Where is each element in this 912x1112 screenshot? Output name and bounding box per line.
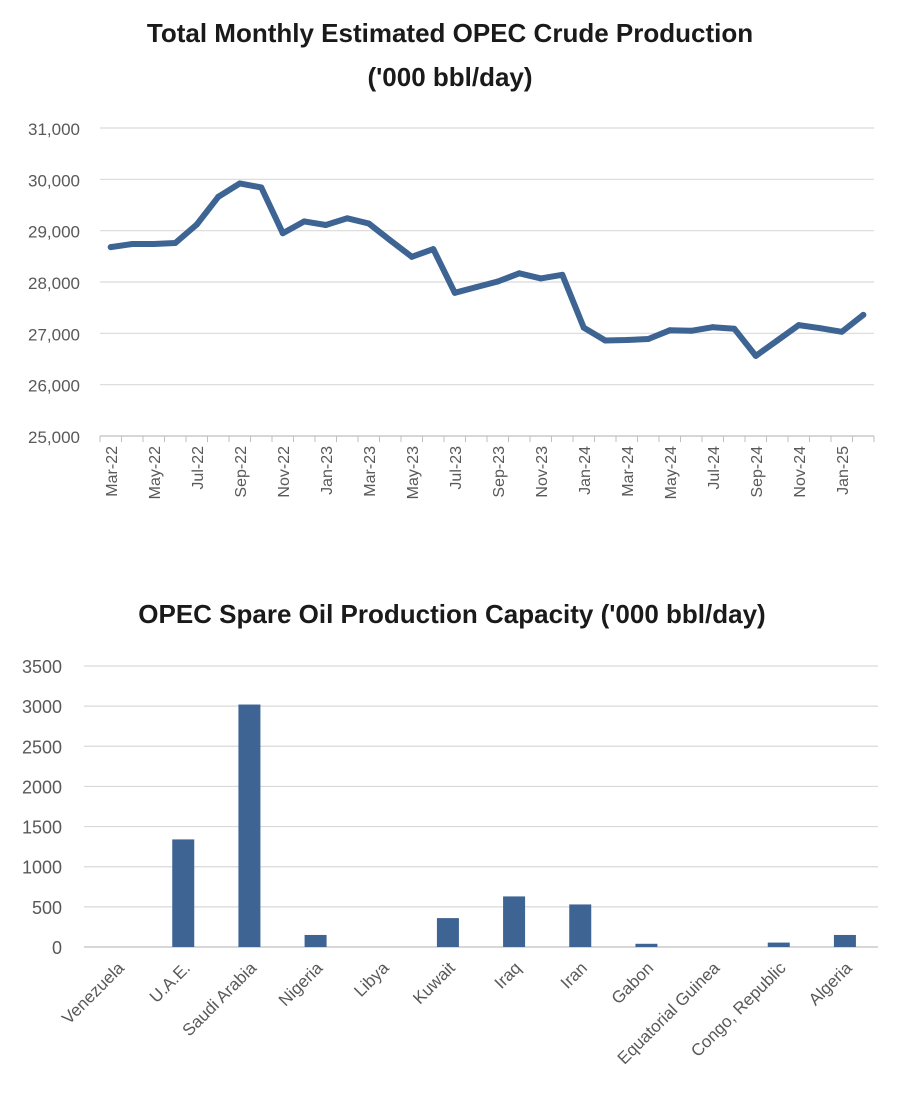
y-tick-label: 26,000 — [28, 377, 80, 396]
y-tick-label: 29,000 — [28, 223, 80, 242]
bar — [238, 704, 261, 947]
bar — [833, 934, 856, 947]
bar — [172, 839, 195, 947]
data-point — [537, 275, 544, 282]
chart2-title: OPEC Spare Oil Production Capacity ('000… — [138, 599, 765, 629]
x-tick-label: May-22 — [147, 446, 164, 499]
y-tick-label: 27,000 — [28, 325, 80, 344]
chart1-subtitle: ('000 bbl/day) — [367, 62, 532, 92]
bar — [503, 896, 526, 947]
data-point — [623, 337, 630, 344]
x-tick-label: Nov-24 — [792, 446, 809, 498]
x-tick-label: Sep-24 — [749, 446, 766, 498]
x-category-label: Gabon — [608, 958, 658, 1008]
y-tick-label: 31,000 — [28, 120, 80, 139]
x-tick-label: May-23 — [405, 446, 422, 499]
x-category-label: U.A.E. — [146, 958, 194, 1006]
x-tick-label: Jan-24 — [577, 446, 594, 495]
x-tick-label: Jan-23 — [319, 446, 336, 495]
bar — [304, 934, 327, 947]
x-tick-label: Mar-24 — [620, 446, 637, 497]
data-point — [580, 324, 587, 331]
x-category-label: Algeria — [805, 958, 856, 1009]
data-point — [150, 241, 157, 248]
data-point — [107, 244, 114, 251]
y-tick-label: 2500 — [22, 737, 62, 757]
data-point — [731, 325, 738, 332]
x-tick-label: May-24 — [663, 446, 680, 499]
data-point — [215, 193, 222, 200]
data-point — [860, 311, 867, 318]
bar — [436, 918, 459, 947]
opec-production-line-chart: Total Monthly Estimated OPEC Crude Produ… — [28, 18, 875, 499]
data-point — [430, 246, 437, 253]
data-point — [774, 337, 781, 344]
bar — [767, 942, 790, 947]
data-point — [752, 352, 759, 359]
y-tick-label: 500 — [32, 898, 62, 918]
x-category-label: Kuwait — [409, 958, 459, 1008]
data-point — [365, 220, 372, 227]
y-tick-label: 1000 — [22, 858, 62, 878]
y-tick-label: 28,000 — [28, 274, 80, 293]
y-tick-label: 0 — [52, 938, 62, 958]
data-point — [817, 325, 824, 332]
x-tick-label: Sep-22 — [233, 446, 250, 498]
data-point — [666, 327, 673, 334]
data-point — [408, 253, 415, 260]
data-point — [193, 221, 200, 228]
bar — [569, 904, 592, 947]
x-tick-label: Mar-22 — [104, 446, 121, 497]
data-point — [129, 241, 136, 248]
x-category-label: Iran — [557, 958, 591, 992]
data-point — [709, 324, 716, 331]
data-point — [559, 271, 566, 278]
data-point — [795, 322, 802, 329]
x-tick-label: Mar-23 — [362, 446, 379, 497]
x-category-label: Iraq — [491, 958, 525, 992]
data-point — [301, 218, 308, 225]
data-point — [838, 328, 845, 335]
x-tick-label: Jul-23 — [448, 446, 465, 490]
production-line — [107, 180, 867, 359]
data-point — [258, 184, 265, 191]
data-point — [516, 270, 523, 277]
data-point — [172, 239, 179, 246]
data-point — [344, 215, 351, 222]
x-tick-label: Sep-23 — [491, 446, 508, 498]
x-tick-label: Nov-22 — [276, 446, 293, 498]
chart1-title: Total Monthly Estimated OPEC Crude Produ… — [147, 18, 753, 48]
x-tick-label: Nov-23 — [534, 446, 551, 498]
x-category-label: Venezuela — [58, 958, 128, 1028]
x-category-label: Libya — [350, 958, 393, 1001]
data-point — [473, 284, 480, 291]
x-tick-label: Jul-22 — [190, 446, 207, 490]
y-tick-label: 30,000 — [28, 171, 80, 190]
data-point — [602, 337, 609, 344]
data-point — [494, 278, 501, 285]
bar — [635, 943, 658, 947]
y-tick-label: 2000 — [22, 777, 62, 797]
data-point — [387, 237, 394, 244]
data-point — [279, 230, 286, 237]
data-point — [688, 327, 695, 334]
y-tick-label: 3500 — [22, 657, 62, 677]
y-tick-label: 1500 — [22, 818, 62, 838]
x-tick-label: Jan-25 — [835, 446, 852, 495]
x-category-label: Nigeria — [275, 958, 327, 1010]
y-tick-label: 25,000 — [28, 428, 80, 447]
data-point — [322, 222, 329, 229]
y-tick-label: 3000 — [22, 697, 62, 717]
data-point — [236, 180, 243, 187]
x-tick-label: Jul-24 — [706, 446, 723, 490]
opec-spare-capacity-bar-chart: OPEC Spare Oil Production Capacity ('000… — [22, 599, 878, 1068]
data-point — [645, 335, 652, 342]
data-point — [451, 289, 458, 296]
